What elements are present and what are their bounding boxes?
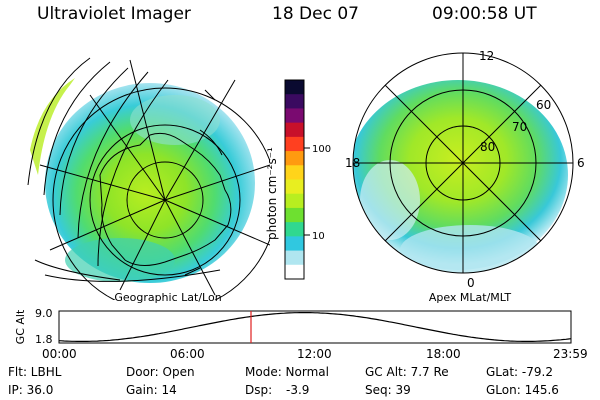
left-aurora-edge-band [30, 78, 75, 175]
mlt-label-0: 0 [467, 276, 475, 290]
glon-value: GLon: 145.6 [486, 383, 559, 397]
right-map-label: Apex MLat/MLT [429, 291, 512, 304]
mlat-label-70: 70 [512, 120, 527, 134]
colorbar-band [285, 193, 304, 209]
mlt-label-6: 6 [577, 156, 585, 170]
mlat-label-60: 60 [536, 98, 551, 112]
colorbar-unit-label: photon cm⁻²s⁻¹ [265, 147, 279, 240]
colorbar-tick-10: 10 [312, 231, 325, 242]
altitude-ylabel: GC Alt [14, 309, 27, 344]
time-tick-2359: 23:59 [553, 347, 588, 361]
colorbar-band [285, 222, 304, 237]
colorbar-band [285, 94, 304, 109]
door-value: Door: Open [126, 365, 195, 379]
geographic-map [27, 57, 270, 300]
colorbar-band [285, 151, 304, 166]
left-map-label: Geographic Lat/Lon [114, 291, 221, 304]
colorbar-band [285, 179, 304, 195]
mlt-map [352, 52, 574, 274]
date-label: 18 Dec 07 [272, 4, 359, 24]
altitude-plot-frame [58, 310, 572, 344]
dsp-label: Dsp: [245, 383, 273, 397]
colorbar-band [285, 165, 304, 180]
mlt-label-12: 12 [479, 49, 494, 63]
altitude-plot [58, 310, 572, 344]
time-label: 09:00:58 UT [432, 4, 537, 24]
colorbar-band [285, 207, 304, 223]
dsp-value: -3.9 [286, 383, 310, 397]
earth-limb-arcs [27, 57, 221, 282]
mlt-spokes [353, 53, 573, 273]
colorbar-band [285, 108, 304, 124]
gain-value: Gain: 14 [126, 383, 177, 397]
time-tick-0000: 00:00 [42, 347, 77, 361]
colorbar-band [285, 122, 304, 138]
altitude-curve [58, 312, 572, 342]
colorbar-band [285, 80, 304, 95]
time-tick-1200: 12:00 [297, 347, 332, 361]
meridians [39, 59, 270, 296]
colorbar-band [285, 136, 304, 152]
colorbar [285, 80, 304, 280]
colorbar-band [285, 264, 304, 280]
latitude-rings [52, 87, 270, 300]
time-tick-1800: 18:00 [426, 347, 461, 361]
sequence-value: Seq: 39 [365, 383, 411, 397]
gc-alt-value: GC Alt: 7.7 Re [365, 365, 449, 379]
time-tick-0600: 06:00 [170, 347, 205, 361]
mode-value: Mode: Normal [245, 365, 329, 379]
colorbar-band [285, 250, 304, 266]
colorbar-tick-100: 100 [312, 144, 331, 155]
colorbar-frame [284, 79, 305, 280]
colorbar-ticks [304, 147, 310, 236]
instrument-title: Ultraviolet Imager [37, 4, 191, 24]
mlt-label-18: 18 [345, 156, 360, 170]
altitude-ytick-9: 9.0 [35, 307, 53, 320]
continent-outline [99, 132, 232, 266]
ip-value: IP: 36.0 [8, 383, 54, 397]
glat-value: GLat: -79.2 [486, 365, 553, 379]
altitude-ytick-1: 1.8 [35, 333, 53, 346]
colorbar-band [285, 236, 304, 252]
mlat-label-80: 80 [480, 140, 495, 154]
filter-value: Flt: LBHL [8, 365, 62, 379]
